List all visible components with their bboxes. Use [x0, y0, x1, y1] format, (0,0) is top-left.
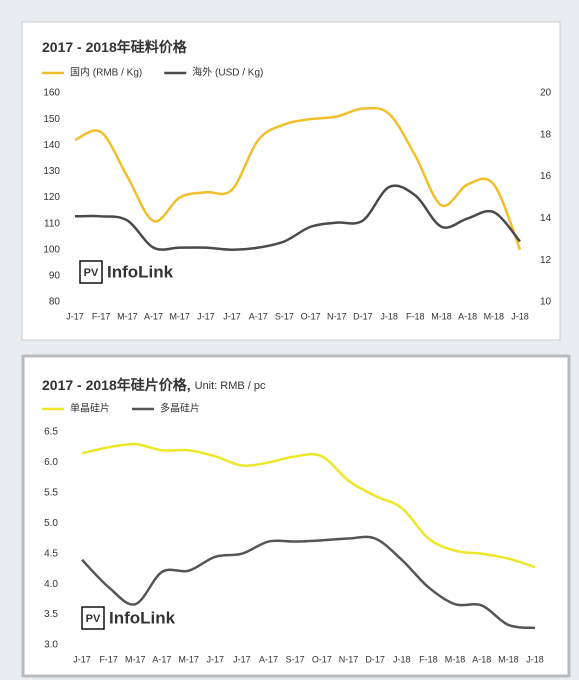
x-tick-label: A-18: [472, 654, 491, 664]
x-tick-label: D-17: [365, 654, 385, 664]
x-tick-label: J-17: [73, 654, 91, 664]
y2-tick-label: 10: [540, 297, 552, 308]
x-tick-label: N-17: [339, 654, 359, 664]
panel: [21, 21, 561, 341]
x-tick-label: J-18: [511, 311, 529, 321]
x-tick-label: J-18: [393, 654, 411, 664]
series-line: [74, 184, 521, 252]
chart-title: 2017 - 2018年硅片价格, Unit: RMB / pc: [42, 377, 266, 393]
x-tick-label: A-17: [249, 311, 268, 321]
legend-label: 海外 (USD / Kg): [192, 66, 263, 79]
legend-label: 多晶硅片: [160, 402, 200, 415]
watermark-badge: [81, 606, 105, 630]
x-tick-label: F-17: [92, 311, 111, 321]
y-tick-label: 140: [43, 140, 60, 151]
x-tick-label: D-17: [353, 311, 373, 321]
y-tick-label: 6.5: [44, 427, 58, 438]
x-tick-label: F-18: [419, 654, 438, 664]
y2-tick-label: 12: [540, 255, 552, 266]
y-tick-label: 5.5: [44, 487, 58, 498]
x-tick-label: M-18: [431, 311, 452, 321]
series-line: [81, 535, 536, 630]
x-tick-label: F-18: [406, 311, 425, 321]
watermark-text: InfoLink: [109, 608, 176, 627]
x-tick-label: M-17: [117, 311, 138, 321]
y-tick-label: 3.5: [44, 609, 58, 620]
y-tick-label: 4.5: [44, 548, 58, 559]
y-tick-label: 5.0: [44, 518, 58, 529]
y-tick-label: 160: [43, 88, 60, 99]
watermark-text: InfoLink: [107, 262, 174, 281]
x-tick-label: M-18: [498, 654, 519, 664]
legend-label: 国内 (RMB / Kg): [70, 66, 142, 79]
x-tick-label: A-17: [152, 654, 171, 664]
y2-tick-label: 18: [540, 129, 552, 140]
x-tick-label: M-17: [178, 654, 199, 664]
x-tick-label: N-17: [327, 311, 347, 321]
watermark-badge-text: PV: [84, 267, 99, 279]
x-tick-label: A-17: [144, 311, 163, 321]
x-tick-label: M-17: [125, 654, 146, 664]
y-tick-label: 80: [49, 297, 61, 308]
x-tick-label: M-17: [169, 311, 190, 321]
x-tick-label: J-17: [66, 311, 84, 321]
x-tick-label: J-17: [197, 311, 215, 321]
y-tick-label: 90: [49, 271, 61, 282]
y-tick-label: 150: [43, 114, 60, 125]
x-tick-label: O-17: [312, 654, 332, 664]
chart-title: 2017 - 2018年硅料价格: [42, 39, 188, 55]
x-tick-label: A-17: [259, 654, 278, 664]
watermark-badge-text: PV: [86, 613, 101, 625]
y-tick-label: 6.0: [44, 457, 58, 468]
series-line: [74, 106, 522, 251]
y2-tick-label: 20: [540, 88, 552, 99]
x-tick-label: J-17: [206, 654, 224, 664]
y-tick-label: 100: [43, 244, 60, 255]
legend-label: 单晶硅片: [70, 402, 110, 415]
x-tick-label: F-17: [99, 654, 118, 664]
x-tick-label: O-17: [301, 311, 321, 321]
y2-tick-label: 14: [540, 213, 552, 224]
watermark-badge: [79, 260, 103, 284]
x-tick-label: J-18: [380, 311, 398, 321]
x-tick-label: J-17: [233, 654, 251, 664]
x-tick-label: J-18: [526, 654, 544, 664]
y2-tick-label: 16: [540, 171, 552, 182]
x-tick-label: S-17: [286, 654, 305, 664]
x-tick-label: A-18: [458, 311, 477, 321]
chart-title: 2017 - 2018年硅片价格,: [42, 377, 191, 393]
x-tick-label: M-18: [484, 311, 505, 321]
chart-subtitle: Unit: RMB / pc: [195, 380, 266, 392]
x-tick-label: J-17: [223, 311, 241, 321]
x-tick-label: S-17: [275, 311, 294, 321]
series-line: [81, 442, 536, 569]
y-tick-label: 110: [44, 218, 60, 229]
y-tick-label: 3.0: [44, 640, 58, 651]
x-tick-label: M-18: [445, 654, 466, 664]
y-tick-label: 130: [43, 166, 60, 177]
y-tick-label: 4.0: [44, 579, 58, 590]
chart-title: 2017 - 2018年硅料价格: [42, 39, 188, 55]
panel: [21, 354, 571, 678]
y-tick-label: 120: [43, 192, 60, 203]
